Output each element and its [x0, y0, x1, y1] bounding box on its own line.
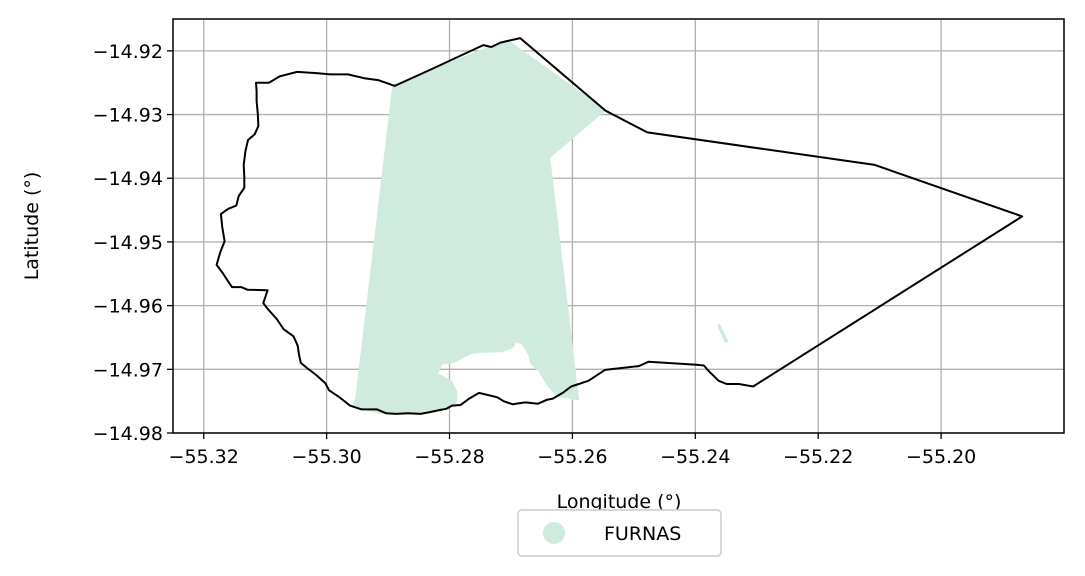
y-axis-label: Latitude (°): [21, 172, 43, 281]
furnas-fill-fragment: [717, 323, 729, 344]
grid-lines: [173, 19, 1064, 434]
x-axis-label: Longitude (°): [557, 491, 682, 513]
x-tick-label: −55.26: [537, 446, 607, 468]
x-axis: −55.32 −55.30 −55.28 −55.26 −55.24 −55.22 −55.…: [169, 433, 976, 468]
legend-swatch-furnas: [543, 522, 565, 544]
y-tick-label: −14.94: [93, 168, 163, 190]
x-tick-label: −55.28: [414, 446, 484, 468]
legend-label-furnas: FURNAS: [604, 523, 681, 545]
furnas-fill-region: [351, 39, 607, 414]
y-tick-label: −14.96: [93, 296, 163, 318]
y-tick-label: −14.93: [93, 105, 163, 127]
x-tick-label: −55.32: [169, 446, 239, 468]
x-tick-label: −55.30: [291, 446, 361, 468]
y-tick-label: −14.98: [93, 423, 163, 445]
plot-frame: [172, 18, 1065, 434]
x-tick-label: −55.22: [783, 446, 853, 468]
y-tick-label: −14.97: [93, 359, 163, 381]
municipality-boundary: [215, 37, 1024, 415]
y-tick-label: −14.95: [93, 232, 163, 254]
x-tick-label: −55.20: [906, 446, 976, 468]
y-axis: −14.92 −14.93 −14.94 −14.95 −14.96 −14.97 −14.…: [93, 41, 173, 445]
y-tick-label: −14.92: [93, 41, 163, 63]
legend: FURNAS: [517, 509, 722, 557]
x-tick-label: −55.24: [660, 446, 730, 468]
legend-box: [517, 509, 722, 557]
map-layers: [215, 37, 1024, 415]
